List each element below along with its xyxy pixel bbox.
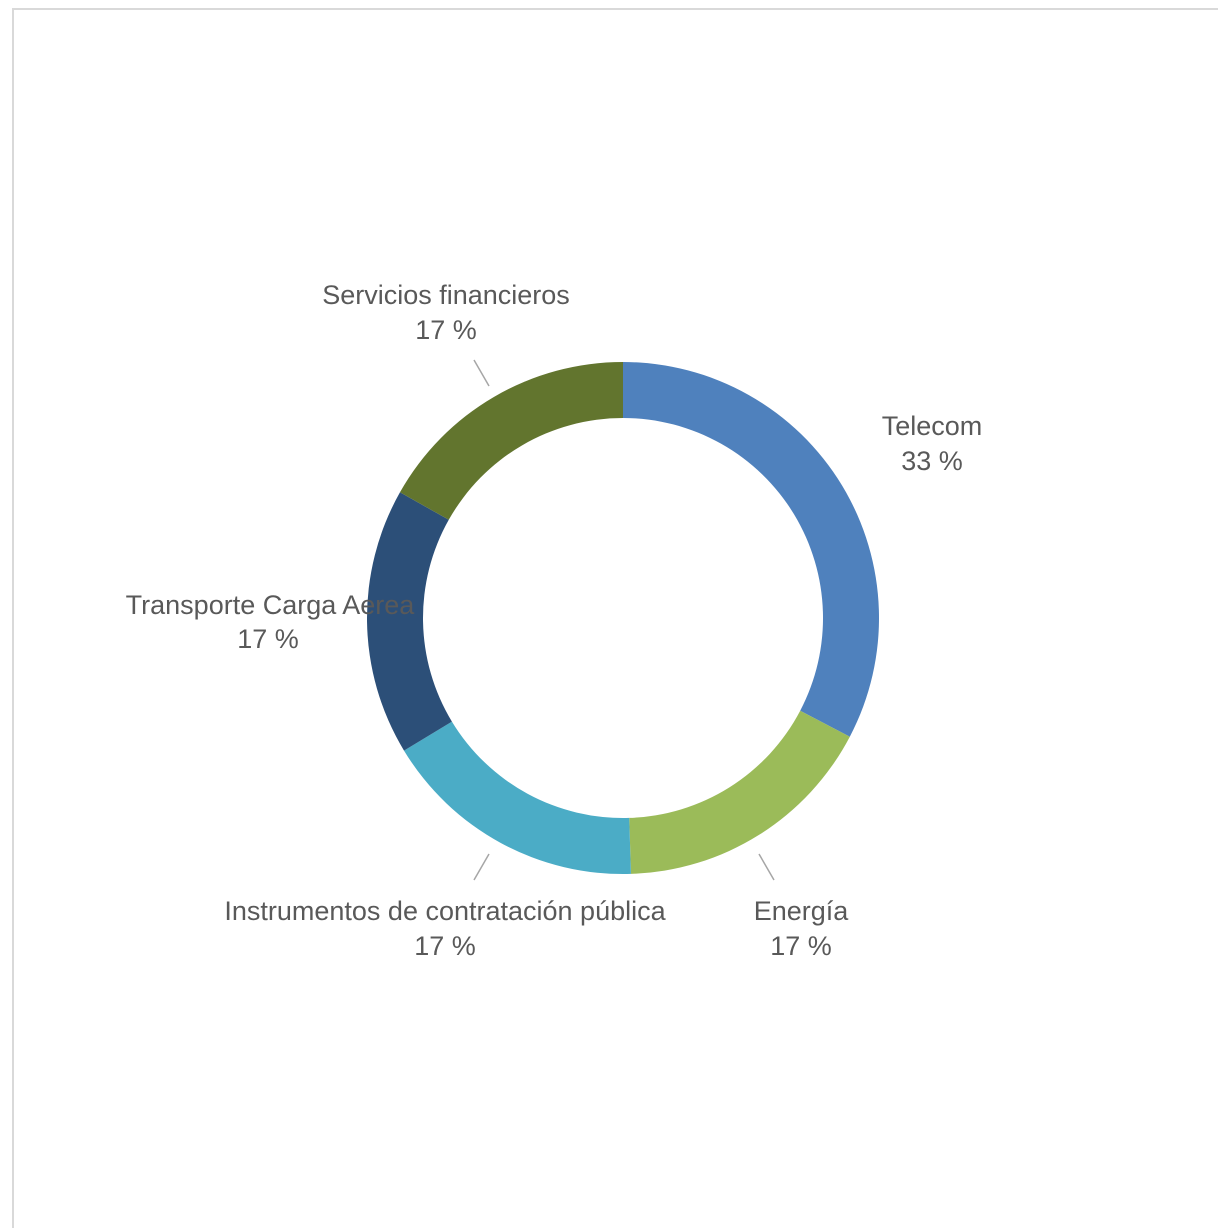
slice-value-instrumentos: 17 % [414,931,476,961]
slice-transporte-carga-aerea [366,492,452,751]
slice-value-servicios: 17 % [415,315,477,345]
donut-slices [366,362,879,874]
data-labels: Telecom 33 % Energía 17 % Instrumentos d… [126,280,983,961]
slice-value-transporte: 17 % [237,624,299,654]
leader-lines [473,359,775,881]
leader-line-instrumentos [473,853,490,881]
slice-servicios-financieros [399,362,623,520]
slice-value-energia: 17 % [770,931,832,961]
slice-instrumentos-de-contratacion-publica [403,721,631,874]
chart-frame [12,8,1218,1228]
slice-telecom [623,362,879,737]
slice-label-servicios: Servicios financieros [322,280,570,310]
slice-label-energia: Energía [754,896,850,926]
leader-line-energia [758,853,775,881]
slice-label-instrumentos: Instrumentos de contratación pública [224,896,666,926]
slice-value-telecom: 33 % [901,446,963,476]
leader-line-servicios [473,359,490,387]
slice-energia [629,710,850,874]
slice-label-telecom: Telecom [882,411,983,441]
slice-label-transporte: Transporte Carga Aerea [126,590,416,620]
